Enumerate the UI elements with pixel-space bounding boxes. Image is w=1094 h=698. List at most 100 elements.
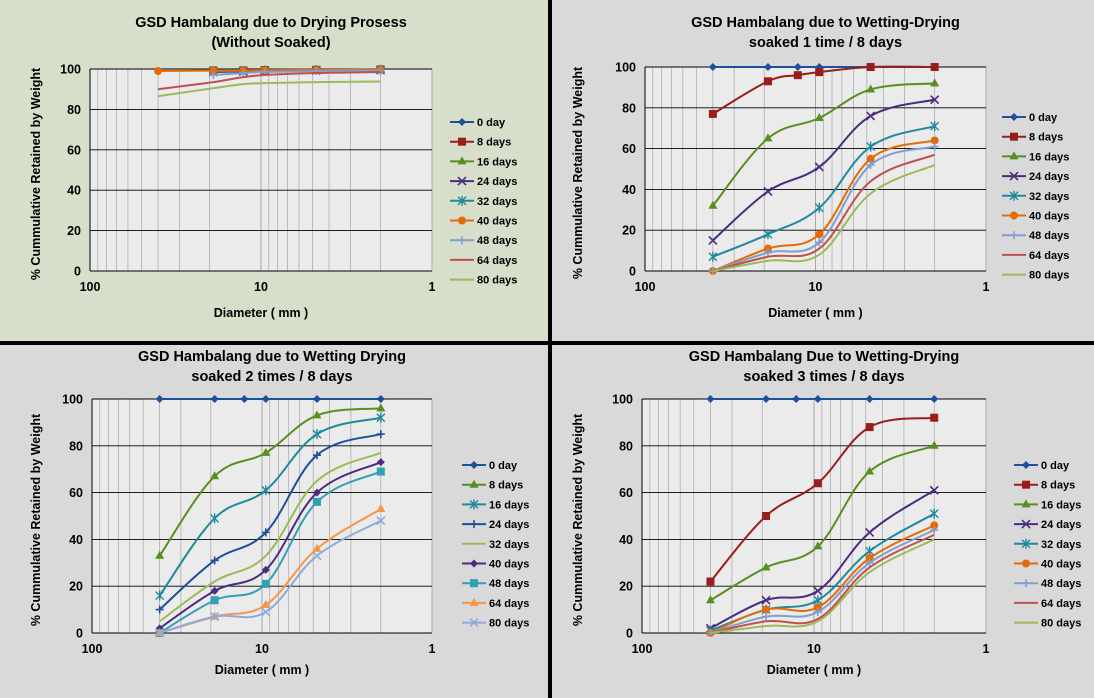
chart-title-line: (Without Soaked) bbox=[211, 35, 330, 51]
legend-marker bbox=[1010, 132, 1018, 141]
legend-item: 64 days bbox=[462, 597, 529, 610]
series-line bbox=[710, 538, 935, 634]
series-0-day bbox=[155, 395, 385, 403]
x-tick-label: 1 bbox=[429, 280, 436, 294]
data-point bbox=[761, 562, 771, 571]
legend: 0 day 8 days 16 days 24 days 32 days 40 days 4… bbox=[462, 460, 529, 630]
data-point bbox=[813, 479, 822, 488]
data-point bbox=[239, 69, 248, 78]
x-axis-label: Diameter ( mm ) bbox=[768, 306, 862, 320]
series-80-days bbox=[157, 80, 381, 98]
legend-marker bbox=[458, 236, 466, 245]
x-axis-label: Diameter ( mm ) bbox=[215, 663, 309, 677]
data-point bbox=[865, 558, 874, 567]
legend-marker bbox=[457, 195, 467, 206]
data-point bbox=[762, 512, 771, 520]
data-point bbox=[865, 466, 875, 475]
chart-svg-1: 0 20 40 60 80 100 100 10 1 GSD Hambalang due to D… bbox=[29, 15, 517, 320]
data-point bbox=[312, 543, 322, 552]
series-line bbox=[712, 164, 936, 272]
y-tick-label: 40 bbox=[69, 533, 83, 547]
data-point bbox=[815, 238, 824, 247]
legend-marker bbox=[1010, 113, 1018, 121]
y-tick-label: 80 bbox=[619, 439, 633, 453]
legend-marker bbox=[458, 118, 466, 126]
series-16-days bbox=[705, 440, 939, 604]
y-tick-label: 80 bbox=[67, 103, 81, 117]
data-point bbox=[376, 458, 385, 467]
series-8-days bbox=[708, 63, 939, 118]
y-tick-label: 100 bbox=[615, 61, 636, 75]
series-64-days bbox=[710, 533, 935, 634]
legend-marker bbox=[470, 579, 478, 588]
data-point bbox=[261, 607, 271, 617]
data-point bbox=[261, 579, 270, 588]
legend-item: 0 day bbox=[1014, 460, 1070, 472]
x-axis-label: Diameter ( mm ) bbox=[214, 306, 308, 320]
data-point bbox=[762, 395, 771, 403]
series-24-days bbox=[155, 430, 385, 614]
legend-item: 32 days bbox=[1002, 190, 1069, 203]
legend-item: 48 days bbox=[1014, 578, 1081, 590]
legend-label: 24 days bbox=[477, 176, 517, 188]
y-tick-label: 0 bbox=[74, 265, 81, 279]
series-line bbox=[712, 153, 936, 272]
x-axis-label: Diameter ( mm ) bbox=[767, 663, 861, 677]
legend-item: 40 days bbox=[450, 216, 517, 228]
y-tick-label: 40 bbox=[619, 533, 633, 547]
legend-item: 16 days bbox=[450, 156, 517, 168]
legend-label: 16 days bbox=[489, 499, 529, 511]
legend-marker bbox=[470, 461, 478, 469]
series-8-days bbox=[155, 403, 386, 559]
chart-title-line: GSD Hambalang due to Wetting-Drying bbox=[691, 15, 960, 31]
legend-marker bbox=[457, 176, 467, 186]
data-point bbox=[209, 71, 218, 80]
data-point bbox=[261, 599, 271, 608]
data-point bbox=[312, 551, 322, 561]
legend-label: 0 day bbox=[1041, 460, 1070, 472]
series-line bbox=[712, 145, 935, 272]
chart-panel-4: 0 20 40 60 80 100 100 10 1 GSD Hambalang Due to W… bbox=[552, 345, 1094, 698]
data-point bbox=[763, 186, 773, 197]
legend-item: 8 days bbox=[462, 479, 523, 492]
x-tick-label: 100 bbox=[632, 642, 653, 656]
legend-item: 32 days bbox=[462, 539, 529, 551]
legend-item: 16 days bbox=[462, 499, 529, 511]
legend-label: 8 days bbox=[489, 480, 523, 492]
data-point bbox=[793, 71, 802, 80]
legend-label: 32 days bbox=[489, 539, 529, 551]
legend-label: 24 days bbox=[1029, 171, 1069, 183]
data-point bbox=[866, 111, 876, 121]
data-point bbox=[376, 503, 386, 512]
chart-svg-4: 0 20 40 60 80 100 100 10 1 GSD Hambalang Due to W… bbox=[571, 349, 1081, 677]
chart-svg-2: 0 20 40 60 80 100 100 10 1 GSD Hambalang due to W… bbox=[571, 15, 1069, 320]
data-point bbox=[929, 508, 939, 519]
y-tick-label: 0 bbox=[76, 627, 83, 641]
chart-title-line: soaked 1 time / 8 days bbox=[749, 35, 902, 51]
data-point bbox=[261, 565, 270, 574]
data-point bbox=[155, 550, 165, 559]
y-tick-label: 100 bbox=[612, 393, 633, 407]
legend-label: 16 days bbox=[1029, 151, 1069, 163]
data-point bbox=[930, 526, 939, 535]
data-point bbox=[210, 513, 220, 524]
data-point bbox=[312, 395, 321, 403]
legend-label: 80 days bbox=[1029, 270, 1069, 282]
data-point bbox=[155, 628, 165, 638]
data-point bbox=[210, 471, 220, 480]
data-point bbox=[930, 121, 940, 132]
series-line bbox=[159, 451, 382, 623]
y-tick-label: 20 bbox=[622, 224, 636, 238]
data-point bbox=[930, 395, 939, 403]
legend-label: 80 days bbox=[489, 618, 529, 630]
legend-label: 16 days bbox=[1041, 499, 1081, 511]
data-point bbox=[155, 590, 165, 601]
series-line bbox=[157, 80, 381, 98]
data-point bbox=[312, 497, 321, 506]
legend-marker bbox=[469, 618, 479, 628]
series-24-days bbox=[708, 95, 940, 245]
data-point bbox=[930, 78, 940, 87]
data-point bbox=[210, 586, 219, 595]
data-point bbox=[929, 485, 939, 495]
series-32-days bbox=[159, 451, 382, 623]
